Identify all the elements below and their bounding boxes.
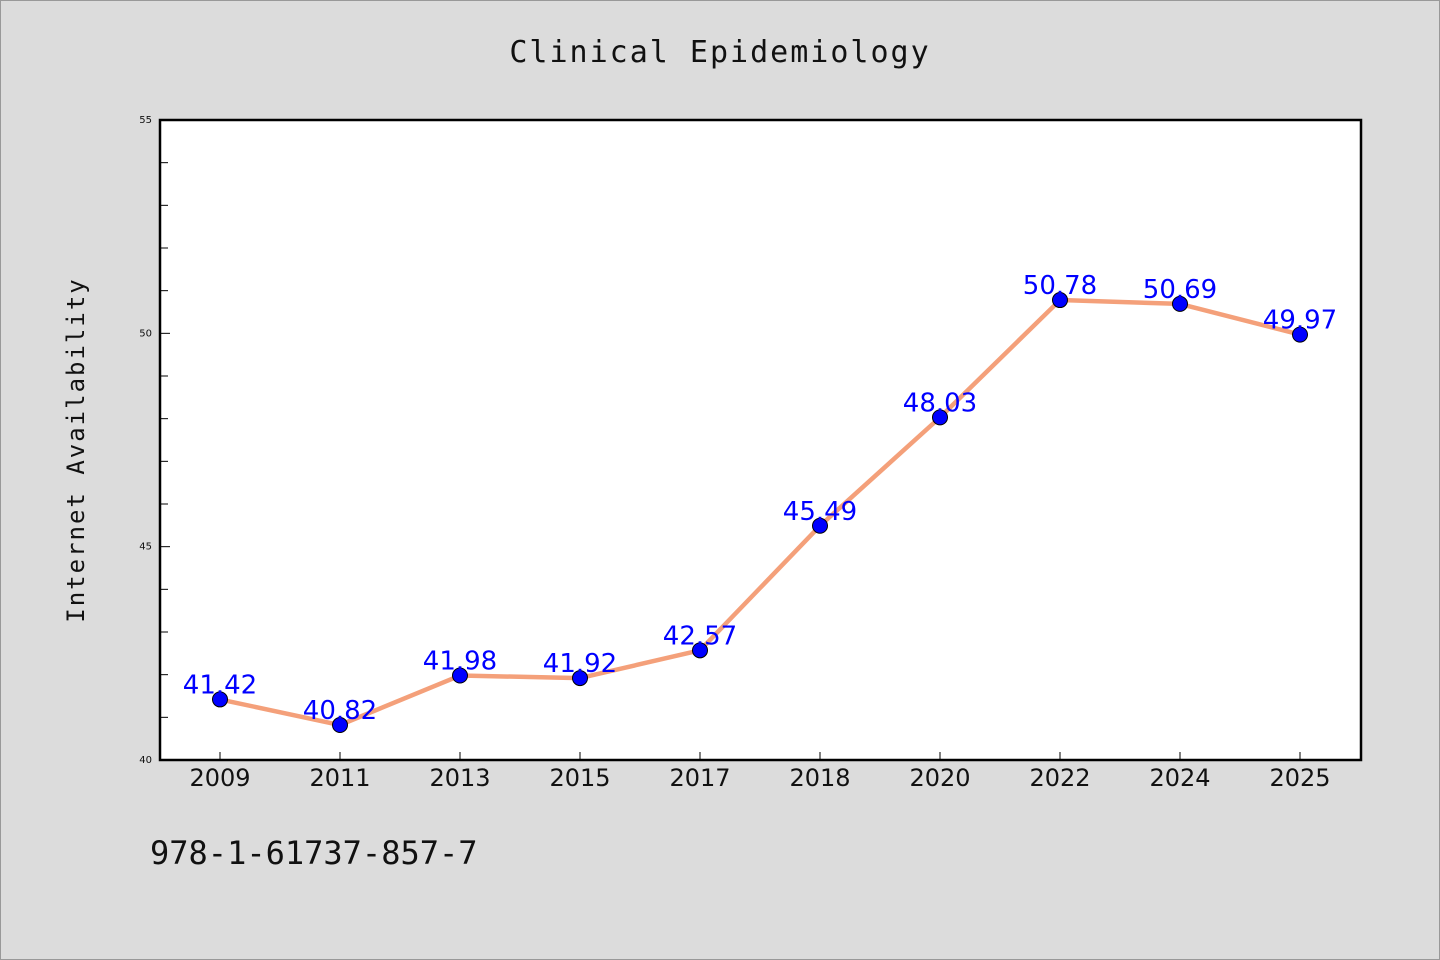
x-tick-label: 2015	[549, 764, 610, 792]
data-label: 48.03	[903, 388, 977, 418]
series-1: 41.42 40.82 41.98 41.92 42.57 45.49 48.03 50.78…	[183, 271, 1337, 734]
y-tick-label: 40	[139, 755, 152, 766]
x-tick-label: 2024	[1149, 764, 1210, 792]
y-axis: 40 45 50 55	[139, 115, 170, 766]
data-label: 45.49	[783, 497, 857, 527]
data-label: 41.98	[423, 647, 497, 677]
x-tick-label: 2013	[429, 764, 490, 792]
x-axis: 2009 2011 2013 2015 2017 2018 2020 2022 2024 2025	[189, 752, 1331, 792]
data-label: 49.97	[1263, 306, 1337, 336]
x-tick-label: 2011	[309, 764, 370, 792]
y-tick-label: 45	[139, 542, 152, 553]
data-label: 41.92	[543, 649, 617, 679]
footer-isbn: 978-1-61737-857-7	[150, 834, 478, 872]
data-point	[932, 409, 948, 426]
x-tick-label: 2022	[1029, 764, 1090, 792]
data-point	[812, 517, 828, 534]
x-tick-label: 2018	[789, 764, 850, 792]
data-point	[212, 691, 228, 708]
data-label: 41.42	[183, 670, 257, 700]
data-point	[692, 642, 708, 659]
x-tick-label: 2009	[189, 764, 250, 792]
y-tick-label: 50	[139, 328, 152, 339]
data-point	[1172, 295, 1188, 312]
y-tick-label: 55	[139, 115, 152, 126]
data-point	[452, 667, 468, 684]
data-label: 50.69	[1143, 275, 1217, 305]
chart-title: Clinical Epidemiology	[509, 35, 930, 70]
x-tick-label: 2017	[669, 764, 730, 792]
data-point	[572, 670, 588, 687]
data-point	[332, 717, 348, 734]
y-axis-label: Internet Availability	[62, 277, 90, 622]
series-line	[217, 297, 1303, 728]
data-label: 50.78	[1023, 271, 1097, 301]
data-label: 40.82	[303, 696, 377, 726]
plot-area	[158, 118, 1363, 762]
data-point	[1052, 292, 1068, 309]
x-tick-label: 2025	[1269, 764, 1330, 792]
data-label: 42.57	[663, 621, 737, 651]
data-point	[1292, 326, 1308, 343]
x-tick-label: 2020	[909, 764, 970, 792]
